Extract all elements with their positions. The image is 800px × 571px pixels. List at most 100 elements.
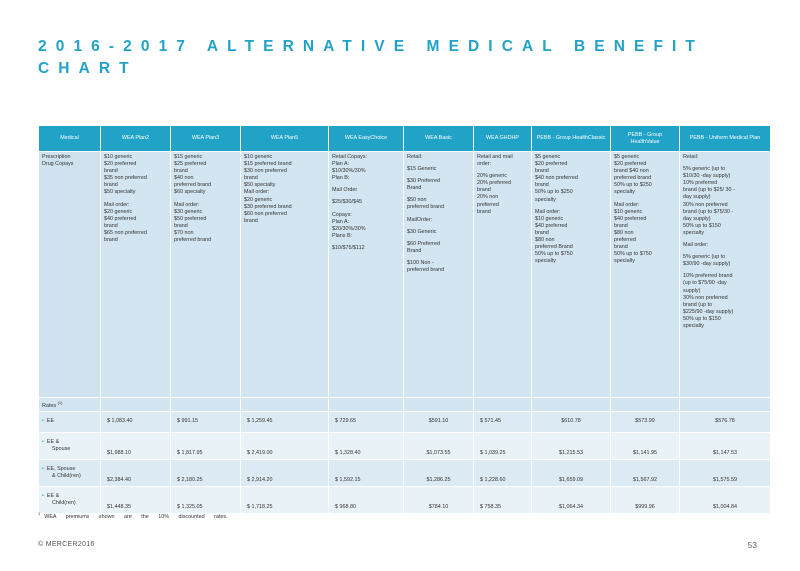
tier-label-text: EE, Spouse xyxy=(46,465,76,472)
cell-line: Plans B: xyxy=(332,232,353,239)
cell-line: $15 preferred brand xyxy=(244,161,292,168)
cell-line: $30/90 -day supply) xyxy=(683,261,731,268)
cell-line: $50 specialty xyxy=(244,182,276,189)
rate-value: $1,286.25 xyxy=(403,458,474,487)
cell-line: $70 non xyxy=(174,229,194,236)
rate-value: $ 2,914.20 xyxy=(240,458,329,487)
cell-line: brand (up to $75/30 - xyxy=(683,208,734,215)
cell-line: $60 specialty xyxy=(174,189,206,196)
cell-line: (up to $75/90 -day xyxy=(683,280,727,287)
column-header-plan: WEA EasyChoice xyxy=(328,125,404,152)
cell-line: 20% non xyxy=(477,194,499,201)
cell-line: $10/$75/$112 xyxy=(332,244,365,251)
cell-line: $30 Preferred xyxy=(407,178,440,185)
column-header-medical: Medical xyxy=(38,125,101,152)
rates-label-text: Rates xyxy=(42,402,57,409)
footnote: 1WEA premiums shown are the 10% discount… xyxy=(38,511,228,520)
cell-line: $20/30%/30% xyxy=(332,225,366,232)
rate-value: $1,575.59 xyxy=(679,458,771,487)
cell-line: $50 preferred xyxy=(174,215,207,222)
cell-line: 50% up to $150 xyxy=(683,315,721,322)
column-header-plan: WEA Plan3 xyxy=(170,125,241,152)
cell-line: preferred brand xyxy=(174,182,212,189)
rate-value: $ 991.15 xyxy=(170,410,241,433)
cell-line: $50 specialty xyxy=(104,189,136,196)
cell-line: 30% non preferred xyxy=(683,201,728,208)
cell-line: preferred brand xyxy=(174,237,212,244)
cell-line: $80 non xyxy=(614,229,634,236)
cell-line: $40 non xyxy=(174,175,194,182)
tier-label-text: Spouse xyxy=(52,445,71,452)
column-header-plan: WEA Plan2 xyxy=(100,125,171,152)
prescription-row: Prescription Drug Copays $10 generic $20 pr… xyxy=(38,151,771,398)
cell-line: Mail order: xyxy=(683,242,709,249)
cell-line: brand xyxy=(535,229,549,236)
cell-line: Mail order: xyxy=(535,208,561,215)
rate-row: • EE, Spouse & Child(ren) $2,384.40 $ 2,180.… xyxy=(38,458,771,487)
rate-value: $ 1,328.40 xyxy=(328,431,404,460)
rate-value: $ 1,039.25 xyxy=(473,431,532,460)
cell-line: Plan B: xyxy=(332,175,350,182)
rate-value: $ 1,228.60 xyxy=(473,458,532,487)
table-header-row: Medical WEA Plan2 WEA Plan3 WEA Plan5 WEA Ea… xyxy=(38,125,771,152)
cell-line: 5% generic (up to xyxy=(683,254,726,261)
cell-line: MailOrder: xyxy=(407,216,433,223)
tier-label-line: • EE & xyxy=(42,493,97,500)
tier-label-text: EE xyxy=(46,418,55,425)
cell-line: $30 preferred brand xyxy=(244,203,292,210)
cell-line: 50% up to $150 xyxy=(683,222,721,229)
cell-line: brand xyxy=(104,182,118,189)
cell-line: $30 non preferred xyxy=(244,168,287,175)
cell-line: preferred brand xyxy=(614,175,652,182)
cell-line: Drug Copays xyxy=(42,161,74,168)
rate-row: • EE $ 1,083.40 $ 991.15 $ 1,259.45 $ 729.65 $… xyxy=(38,410,771,433)
cell-line: $60 non preferred xyxy=(244,210,287,217)
column-header-plan: WEA Basic xyxy=(403,125,474,152)
cell-line: preferred xyxy=(477,201,499,208)
cell-line: $5 generic xyxy=(614,154,640,160)
page-title: 2016-2017 ALTERNATIVE MEDICAL BENEFIT CH… xyxy=(38,38,704,77)
rate-value: $576.78 xyxy=(679,410,771,433)
rate-value: $1,988.10 xyxy=(100,431,171,460)
cell-line: brand xyxy=(614,222,628,229)
cell-line: brand $40 non xyxy=(614,168,649,175)
rate-value: $1,141.95 xyxy=(610,431,680,460)
cell-line: $10 generic xyxy=(535,215,564,222)
rate-tier-label: • EE & Spouse xyxy=(38,431,101,460)
rate-row: • EE & Child(ren) $1,448.35 $ 1,325.05 $ 1,71… xyxy=(38,485,771,514)
prescription-cell: Retail and mail order: 20% generic 20% pref… xyxy=(473,151,532,398)
rate-tier-label: • EE xyxy=(38,410,101,433)
cell-line: 10% preferred brand xyxy=(683,273,733,280)
cell-line: brand xyxy=(477,208,491,215)
cell-line: specialty xyxy=(535,258,556,265)
rate-value: $ 1,718.25 xyxy=(240,485,329,514)
cell-line: Retail Copays: xyxy=(332,154,368,160)
rate-value: $2,384.40 xyxy=(100,458,171,487)
prescription-cell: $5 generic $20 preferred brand $40 non pref… xyxy=(610,151,680,398)
cell-line: specialty xyxy=(614,258,635,265)
cell-line: $40 preferred xyxy=(535,222,568,229)
cell-line: $10/30%/30% xyxy=(332,168,366,175)
cell-line: $60 Preferred xyxy=(407,240,440,247)
tier-label-line: • EE & xyxy=(42,439,97,446)
rate-value: $784.10 xyxy=(403,485,474,514)
rate-value: $ 571.45 xyxy=(473,410,532,433)
cell-line: $50 non xyxy=(407,197,427,204)
cell-line: $80 non xyxy=(535,237,555,244)
rates-header-row: Rates (1) xyxy=(38,397,771,412)
cell-line: Mail order: xyxy=(104,201,130,208)
cell-line: Brand xyxy=(407,185,422,192)
cell-line: $20 preferred xyxy=(535,161,568,168)
column-header-plan: PEBB - Group HealthClassic xyxy=(531,125,611,152)
cell-line: 50% up to $250 xyxy=(614,182,652,189)
rate-value: $ 2,419.00 xyxy=(240,431,329,460)
cell-line: day supply) xyxy=(683,194,711,201)
cell-line: $225/90 -day supply) xyxy=(683,308,734,315)
tier-label-line: • EE xyxy=(42,418,97,425)
cell-line: $65 non preferred xyxy=(104,229,147,236)
cell-line: brand xyxy=(614,244,628,251)
cell-line: preferred xyxy=(614,237,636,244)
rates-footnote-ref: (1) xyxy=(57,400,63,405)
rate-value: $610.78 xyxy=(531,410,611,433)
cell-line: Retail: xyxy=(683,154,699,160)
